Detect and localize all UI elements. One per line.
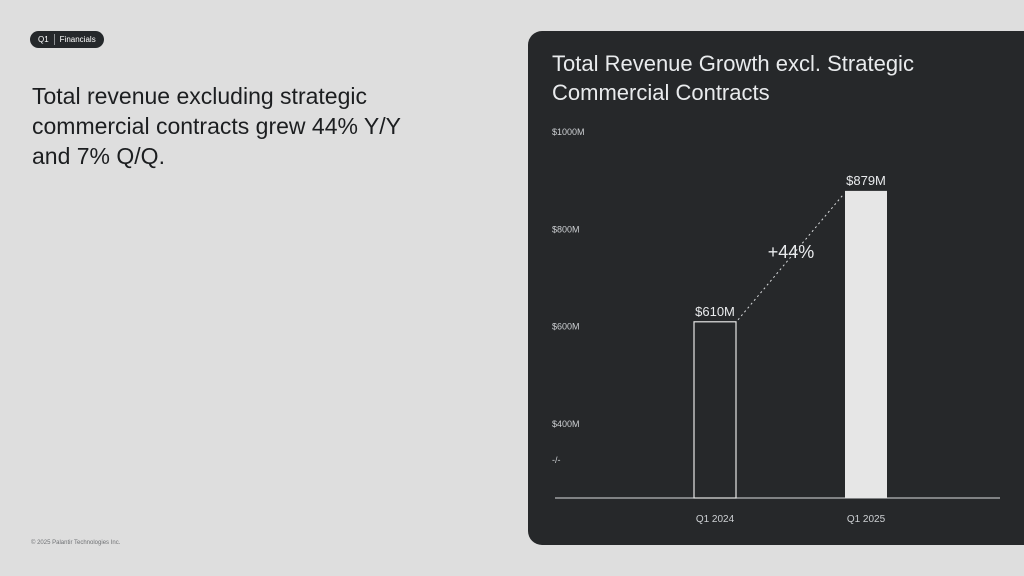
y-tick-label: $600M: [552, 322, 580, 332]
bar: [693, 321, 737, 499]
y-tick-label: $800M: [552, 224, 580, 234]
chart-panel: Total Revenue Growth excl. Strategic Com…: [528, 31, 1024, 545]
section-badge: Q1 Financials: [30, 31, 104, 48]
badge-section: Financials: [59, 35, 96, 44]
x-tick-label: Q1 2024: [696, 514, 735, 525]
slide-headline: Total revenue excluding strategic commer…: [32, 83, 401, 169]
growth-annotation: +44%: [768, 242, 815, 262]
copyright-footer: © 2025 Palantir Technologies Inc.: [31, 540, 121, 546]
bar-value-label: $610M: [695, 304, 735, 319]
bar-value-label: $879M: [846, 173, 886, 188]
growth-trend-line: [737, 194, 844, 321]
y-tick-label: $1000M: [552, 127, 585, 137]
badge-divider: [53, 34, 55, 45]
axis-break-glyph: -/-: [552, 455, 561, 465]
revenue-bar-chart: $1000M $800M $600M $400M -/- $610M Q1 2024 $8…: [552, 127, 1000, 525]
x-tick-label: Q1 2025: [847, 514, 886, 525]
badge-quarter: Q1: [38, 35, 49, 44]
y-tick-label: $400M: [552, 419, 580, 429]
chart-title: Total Revenue Growth excl. Strategic Com…: [552, 51, 914, 105]
bar: [845, 190, 887, 499]
